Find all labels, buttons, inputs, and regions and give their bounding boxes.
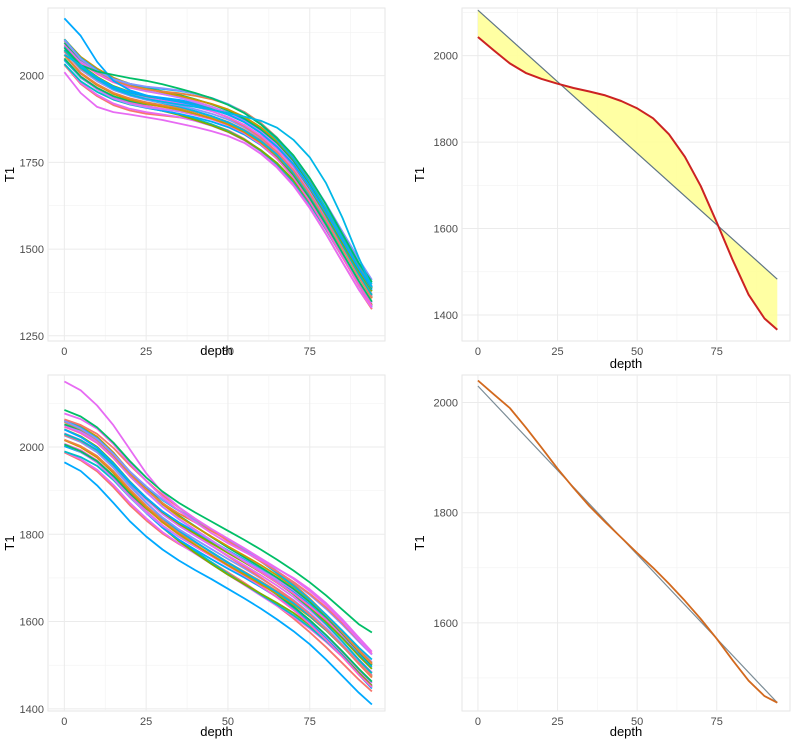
panel-3: 0 25 50 75 1400 1600 1800 2000 depth T1 <box>2 374 386 739</box>
x-tick-label: 25 <box>140 346 152 358</box>
panel-4: 0 25 50 75 1600 1800 2000 depth T1 <box>412 374 791 739</box>
x-tick-label: 50 <box>631 716 643 728</box>
x-tick-label: 75 <box>711 716 723 728</box>
y-tick-label: 1800 <box>434 137 458 149</box>
series-line <box>63 54 373 288</box>
panel-2: 0 25 50 75 1400 1600 1800 2000 depth T1 <box>412 7 791 371</box>
x-tick-label: 25 <box>551 346 563 358</box>
y-axis-title: T1 <box>2 167 17 182</box>
x-tick-label: 50 <box>222 346 234 358</box>
plot-area <box>47 7 386 342</box>
x-axis-title: depth <box>610 356 643 371</box>
series-line <box>64 409 373 634</box>
y-tick-label: 1400 <box>20 704 44 716</box>
x-tick-label: 0 <box>61 716 67 728</box>
x-tick-label: 0 <box>61 346 67 358</box>
y-tick-label: 1750 <box>20 157 44 169</box>
x-tick-label: 50 <box>631 346 643 358</box>
y-tick-label: 1800 <box>20 529 44 541</box>
series-line <box>63 71 373 309</box>
x-tick-label: 50 <box>222 716 234 728</box>
y-tick-label: 1250 <box>20 331 44 343</box>
y-tick-label: 2000 <box>434 398 458 410</box>
x-tick-label: 75 <box>304 716 316 728</box>
x-tick-label: 25 <box>551 716 563 728</box>
y-tick-label: 2000 <box>434 51 458 63</box>
y-tick-label: 2000 <box>20 71 44 83</box>
x-tick-label: 0 <box>475 346 481 358</box>
series-line <box>64 412 373 653</box>
y-axis-title: T1 <box>412 167 427 182</box>
y-tick-label: 1800 <box>434 508 458 520</box>
y-tick-label: 1400 <box>434 310 458 322</box>
x-axis-title: depth <box>200 343 233 358</box>
mean-curve <box>477 36 778 331</box>
x-tick-label: 75 <box>711 346 723 358</box>
series-line <box>64 418 373 655</box>
y-tick-label: 1600 <box>434 224 458 236</box>
panel-1: 0 25 50 75 1250 1500 1750 2000 depth T1 <box>2 7 386 358</box>
y-axis-title: T1 <box>412 535 427 550</box>
y-tick-label: 1600 <box>434 618 458 630</box>
series-line <box>64 434 373 676</box>
x-tick-label: 75 <box>304 346 316 358</box>
linear-fit-line <box>477 9 778 280</box>
series-line <box>63 461 373 706</box>
x-tick-label: 0 <box>475 716 481 728</box>
y-tick-label: 2000 <box>20 442 44 454</box>
x-axis-title: depth <box>610 724 643 739</box>
y-tick-label: 1500 <box>20 244 44 256</box>
y-tick-label: 1600 <box>20 617 44 629</box>
series-line <box>63 380 373 655</box>
mean-curve <box>477 379 778 704</box>
x-tick-label: 25 <box>140 716 152 728</box>
y-axis-title: T1 <box>2 535 17 550</box>
difference-area <box>477 10 778 330</box>
series-line <box>63 47 373 283</box>
x-axis-title: depth <box>200 724 233 739</box>
